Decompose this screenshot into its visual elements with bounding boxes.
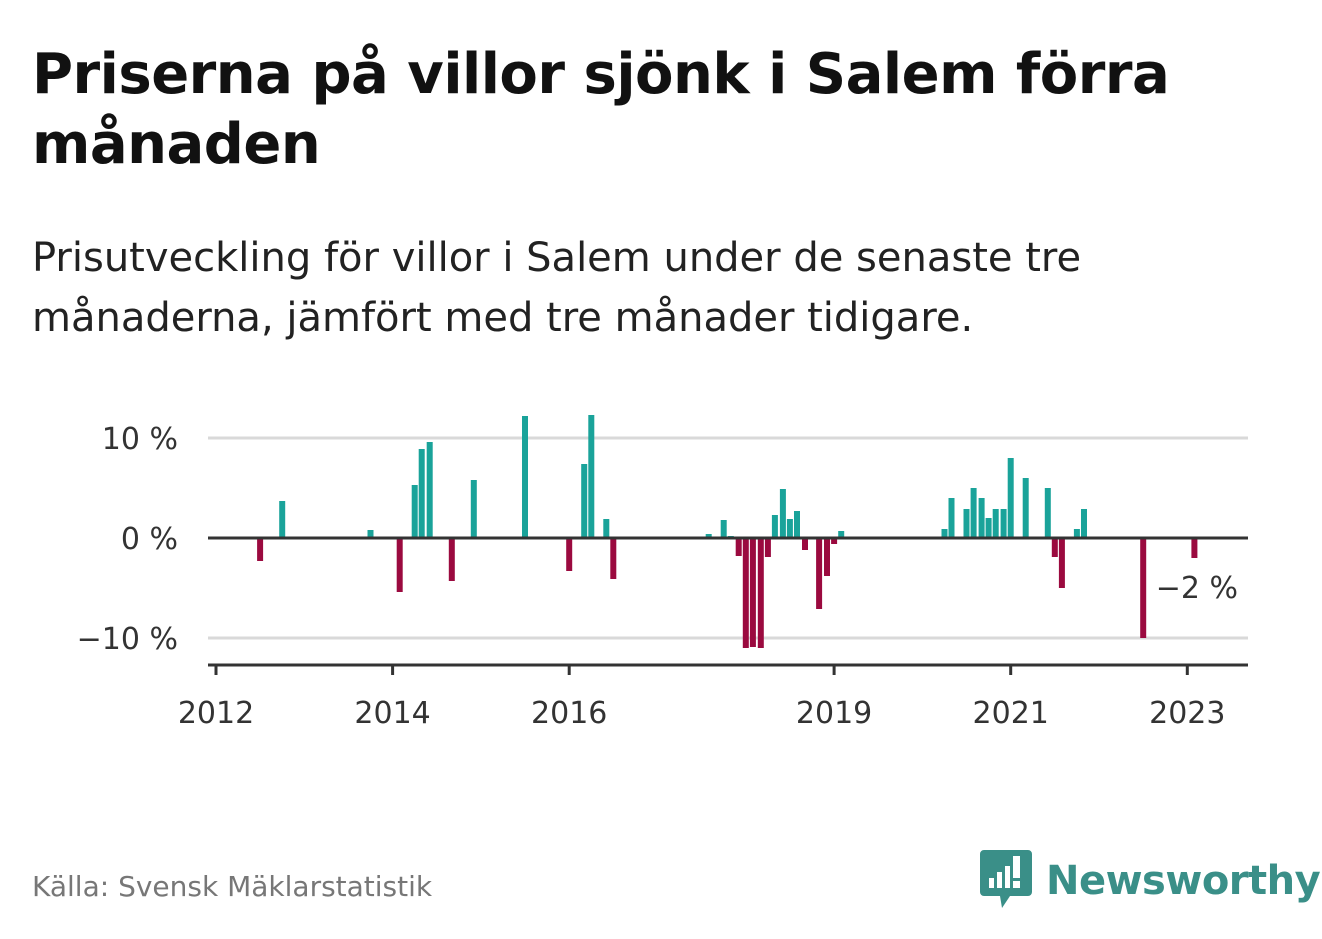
x-tick-label: 2019 [796, 696, 872, 731]
brand-name: Newsworthy [1046, 858, 1321, 904]
axes [208, 536, 1248, 667]
bars [257, 415, 1198, 648]
bar-positive [838, 531, 845, 538]
chart-subtitle: Prisutveckling för villor i Salem under … [32, 235, 1082, 341]
bar-positive [705, 534, 712, 538]
x-tick-label: 2023 [1149, 696, 1225, 731]
bar-positive [426, 442, 433, 538]
last-value-label: −2 % [1156, 571, 1238, 606]
bar-positive [978, 498, 985, 538]
bar-negative [610, 538, 617, 579]
bar-positive [779, 489, 786, 538]
bar-negative [735, 538, 742, 556]
bar-positive [771, 515, 778, 538]
bar-negative [824, 538, 830, 576]
bar-positive [985, 518, 992, 538]
bar-positive [720, 520, 727, 538]
y-tick-label: 0 % [121, 522, 178, 557]
bar-positive [603, 519, 610, 538]
bar-negative [764, 538, 771, 557]
bar-negative [1191, 538, 1198, 558]
bar-chart: 10 % 0 % −10 % 2012 2014 2016 2019 2021 2023 −2… [77, 415, 1248, 731]
x-tick-label: 2021 [973, 696, 1049, 731]
bar-negative [1051, 538, 1058, 557]
x-tick-label: 2012 [178, 696, 254, 731]
bar-negative [742, 538, 749, 648]
bar-negative [831, 538, 838, 544]
bar-positive [522, 416, 528, 538]
bar-positive [1081, 509, 1087, 538]
bar-positive [1073, 529, 1080, 538]
bar-negative [566, 538, 573, 571]
y-tick-label: −10 % [77, 622, 178, 657]
y-axis-labels: 10 % 0 % −10 % [77, 422, 178, 657]
bar-positive [411, 485, 418, 538]
source-note: Källa: Svensk Mäklarstatistik [32, 870, 433, 903]
brand-logo[interactable]: Newsworthy [980, 848, 1321, 914]
bar-negative [396, 538, 403, 592]
bar-positive [418, 449, 425, 538]
bar-negative [1140, 538, 1147, 638]
x-tick-label: 2016 [531, 696, 607, 731]
bar-positive [1007, 458, 1014, 538]
newsworthy-logo-icon [980, 848, 1032, 914]
bar-positive [948, 498, 955, 538]
bar-positive [581, 464, 588, 538]
bar-positive [588, 415, 595, 538]
bar-negative [448, 538, 455, 581]
bar-negative [749, 538, 756, 647]
bar-positive [1044, 488, 1051, 538]
bar-positive [279, 501, 286, 538]
bar-positive [794, 511, 800, 538]
bar-positive [470, 480, 477, 538]
annotations: −2 % [1156, 571, 1238, 606]
bar-positive [786, 519, 793, 538]
bar-positive [963, 509, 970, 538]
bar-positive [992, 509, 999, 538]
bar-positive [1022, 478, 1029, 538]
bar-positive [367, 530, 374, 538]
x-axis-labels: 2012 2014 2016 2019 2021 2023 [178, 665, 1225, 731]
bar-negative [757, 538, 764, 648]
bar-negative [257, 538, 264, 561]
bar-positive [1000, 509, 1007, 538]
bar-positive [941, 529, 948, 538]
bar-negative [816, 538, 823, 609]
bar-negative [802, 538, 808, 550]
chart-title: Priserna på villor sjönk i Salem förra m… [32, 42, 1170, 177]
x-tick-label: 2014 [354, 696, 430, 731]
grid-lines [208, 436, 1248, 640]
bar-negative [1058, 538, 1065, 588]
bar-positive [970, 488, 977, 538]
y-tick-label: 10 % [102, 422, 178, 457]
